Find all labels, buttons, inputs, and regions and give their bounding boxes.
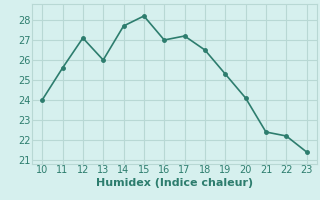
X-axis label: Humidex (Indice chaleur): Humidex (Indice chaleur)	[96, 178, 253, 188]
